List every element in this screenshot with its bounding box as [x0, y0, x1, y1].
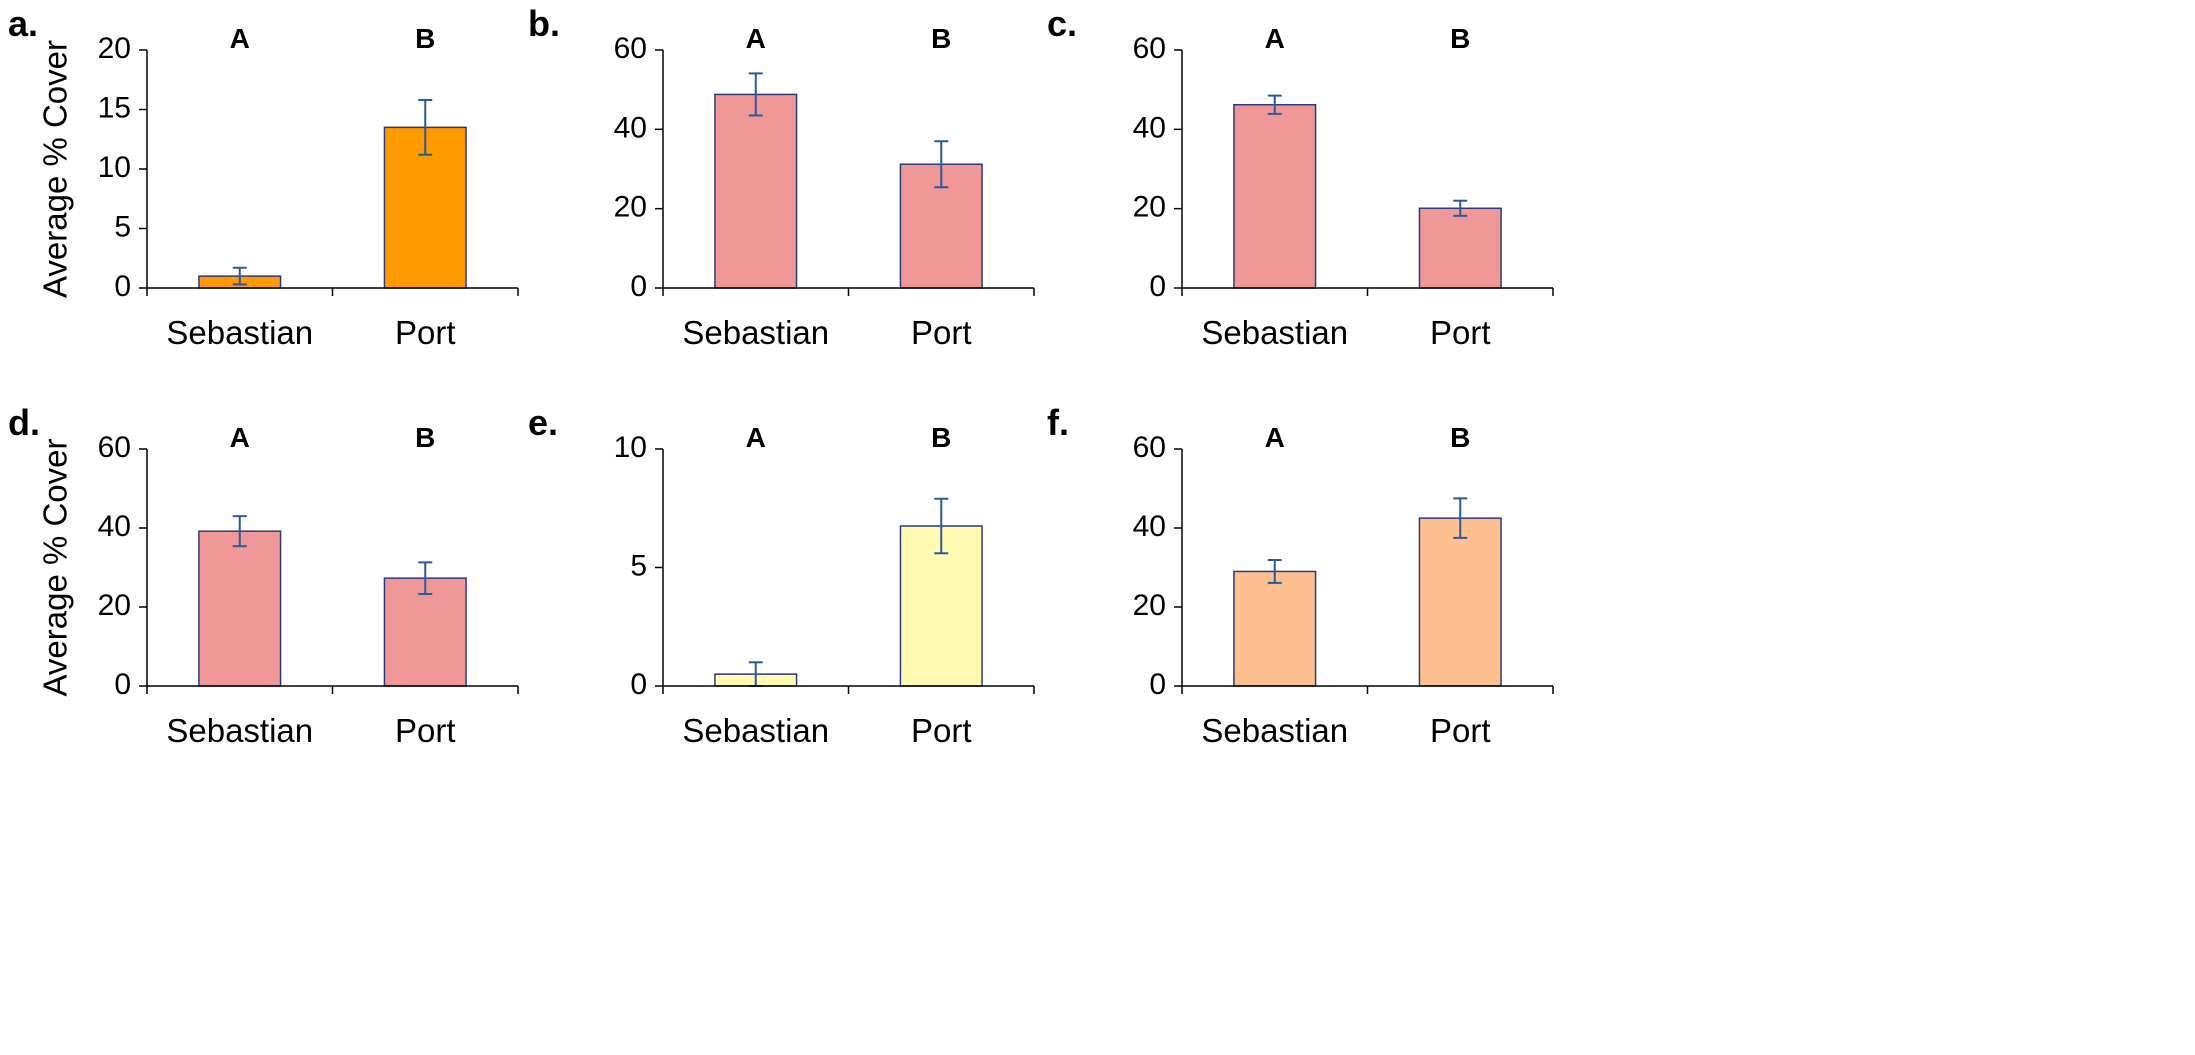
category-label: Sebastian — [1201, 712, 1348, 749]
panel-letter: d. — [8, 402, 40, 443]
group-letter: A — [1265, 23, 1285, 54]
category-label: Port — [911, 314, 972, 351]
bar-sebastian — [198, 530, 282, 687]
y-tick-label: 5 — [114, 210, 131, 243]
y-tick-label: 60 — [1133, 431, 1166, 464]
panel-letter: e. — [528, 402, 558, 443]
group-letter: B — [415, 23, 435, 54]
y-tick-label: 0 — [1149, 668, 1166, 701]
y-tick-label: 60 — [614, 32, 647, 65]
group-letter: B — [931, 23, 951, 54]
error-bar-port — [934, 497, 949, 555]
chart-panel-d: d.Average % Cover A Sebastian B Port 0 20 40 60 — [8, 402, 519, 749]
y-tick-label: 20 — [1133, 589, 1166, 622]
category-label: Port — [395, 314, 456, 351]
chart-panel-a: a.Average % Cover A Sebastian B Port 0 5 10 15 20 — [8, 3, 519, 351]
error-bar-port — [1453, 497, 1468, 539]
y-tick-label: 20 — [1133, 191, 1166, 224]
chart-panel-c: c. A Sebastian B Port 0 20 40 60 — [1047, 3, 1554, 351]
group-letter: A — [230, 422, 250, 453]
chart-panel-b: b. A Sebastian B Port 0 20 40 60 — [528, 3, 1035, 351]
y-tick-label: 0 — [630, 668, 647, 701]
y-axis-label: Average % Cover — [37, 40, 74, 298]
category-label: Sebastian — [682, 314, 829, 351]
category-label: Sebastian — [1201, 314, 1348, 351]
error-bar-port — [418, 561, 433, 595]
y-tick-label: 40 — [98, 510, 131, 543]
y-tick-label: 15 — [98, 91, 131, 124]
panel-letter: c. — [1047, 3, 1077, 44]
y-tick-label: 40 — [614, 111, 647, 144]
group-letter: B — [415, 422, 435, 453]
y-tick-label: 60 — [98, 431, 131, 464]
error-bar-port — [934, 140, 949, 189]
y-tick-label: 0 — [114, 668, 131, 701]
category-label: Port — [1430, 314, 1491, 351]
group-letter: B — [931, 422, 951, 453]
bar-sebastian — [1233, 103, 1317, 289]
y-tick-label: 60 — [1133, 32, 1166, 65]
category-label: Sebastian — [166, 314, 313, 351]
group-letter: A — [746, 422, 766, 453]
bar-port — [383, 577, 467, 687]
error-bar-sebastian — [232, 266, 247, 286]
y-tick-label: 0 — [630, 270, 647, 303]
error-bar-sebastian — [748, 72, 763, 117]
y-axis-label: Average % Cover — [37, 438, 74, 696]
y-tick-label: 20 — [98, 32, 131, 65]
group-letter: A — [230, 23, 250, 54]
bar-sebastian — [714, 93, 798, 289]
y-tick-label: 20 — [98, 589, 131, 622]
category-label: Port — [1430, 712, 1491, 749]
error-bar-sebastian — [232, 515, 247, 548]
category-label: Port — [911, 712, 972, 749]
y-tick-label: 10 — [614, 431, 647, 464]
bar-port — [1418, 207, 1502, 289]
chart-panel-f: f. A Sebastian B Port 0 20 40 60 — [1047, 402, 1554, 749]
y-tick-label: 20 — [614, 191, 647, 224]
group-letter: A — [746, 23, 766, 54]
y-tick-label: 5 — [630, 549, 647, 582]
group-letter: B — [1450, 422, 1470, 453]
group-letter: B — [1450, 23, 1470, 54]
error-bar-sebastian — [1267, 94, 1282, 115]
y-tick-label: 0 — [1149, 270, 1166, 303]
bar-port — [1418, 517, 1502, 687]
y-tick-label: 10 — [98, 151, 131, 184]
y-tick-label: 40 — [1133, 111, 1166, 144]
category-label: Sebastian — [166, 712, 313, 749]
category-label: Sebastian — [682, 712, 829, 749]
bar-sebastian — [1233, 570, 1317, 687]
group-letter: A — [1265, 422, 1285, 453]
y-tick-label: 0 — [114, 270, 131, 303]
y-tick-label: 40 — [1133, 510, 1166, 543]
panel-letter: a. — [8, 3, 38, 44]
error-bar-port — [1453, 199, 1468, 217]
chart-panel-e: e. A Sebastian B Port 0 5 10 — [528, 402, 1035, 749]
error-bar-port — [418, 98, 433, 156]
panel-letter: b. — [528, 3, 560, 44]
panel-letter: f. — [1047, 402, 1069, 443]
category-label: Port — [395, 712, 456, 749]
error-bar-sebastian — [1267, 558, 1282, 584]
